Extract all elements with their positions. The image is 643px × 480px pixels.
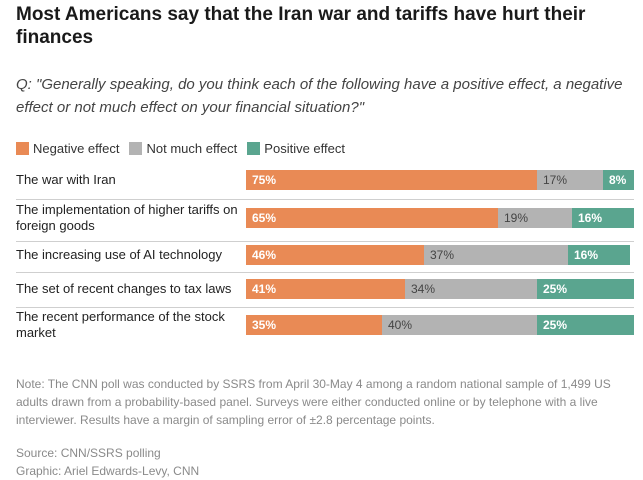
bar-segment-negative xyxy=(246,208,498,228)
data-label-negative: 41% xyxy=(252,282,277,296)
legend-item-not-much: Not much effect xyxy=(129,141,237,156)
data-label-positive: 16% xyxy=(578,211,603,225)
data-label-negative: 75% xyxy=(252,173,277,187)
bar-segment-negative xyxy=(246,170,537,190)
bar-segment-positive xyxy=(572,208,634,228)
category-label: The recent performance of the stock mark… xyxy=(16,309,225,340)
data-label-negative: 65% xyxy=(252,211,277,225)
data-label-not-much: 37% xyxy=(430,248,455,262)
legend: Negative effect Not much effect Positive… xyxy=(16,139,355,157)
bar-segment-not-much xyxy=(405,279,537,299)
bar-segment-not-much xyxy=(382,315,537,335)
data-label-positive: 25% xyxy=(543,282,568,296)
bar-segment-not-much xyxy=(498,208,572,228)
data-label-positive: 8% xyxy=(609,173,627,187)
survey-question: Q: "Generally speaking, do you think eac… xyxy=(16,76,623,116)
bar-segment-negative xyxy=(246,315,382,335)
legend-item-negative: Negative effect xyxy=(16,141,119,156)
bar-segment-not-much xyxy=(424,245,568,265)
legend-swatch-positive xyxy=(247,141,261,155)
legend-label-positive: Positive effect xyxy=(264,140,345,156)
data-label-not-much: 19% xyxy=(504,211,529,225)
data-label-not-much: 34% xyxy=(411,282,436,296)
bar-segment-positive xyxy=(568,245,630,265)
row-divider xyxy=(16,241,634,242)
methodology-note: Note: The CNN poll was conducted by SSRS… xyxy=(16,377,611,427)
category-label: The set of recent changes to tax laws xyxy=(16,281,232,296)
legend-label-not-much: Not much effect xyxy=(146,140,238,156)
data-label-negative: 35% xyxy=(252,318,277,332)
data-label-not-much: 17% xyxy=(543,173,568,187)
bar-segment-positive xyxy=(603,170,634,190)
bar-segment-positive xyxy=(537,279,634,299)
legend-label-negative: Negative effect xyxy=(33,140,120,156)
row-divider xyxy=(16,272,634,273)
bar-segment-not-much xyxy=(537,170,603,190)
data-label-negative: 46% xyxy=(252,248,277,262)
row-divider xyxy=(16,307,634,308)
source-line: Source: CNN/SSRS polling xyxy=(16,446,161,460)
legend-swatch-not-much xyxy=(129,141,143,155)
graphic-credit-line: Graphic: Ariel Edwards-Levy, CNN xyxy=(16,464,200,478)
bar-segment-positive xyxy=(537,315,634,335)
legend-item-positive: Positive effect xyxy=(247,141,345,156)
row-divider xyxy=(16,199,634,200)
bar-segment-negative xyxy=(246,245,424,265)
chart-title: Most Americans say that the Iran war and… xyxy=(16,4,586,48)
category-label: The war with Iran xyxy=(16,172,116,187)
category-label: The implementation of higher tariffs on … xyxy=(16,202,238,233)
source-credit: Source: CNN/SSRS polling Graphic: Ariel … xyxy=(16,444,631,480)
bar-segment-negative xyxy=(246,279,405,299)
data-label-not-much: 40% xyxy=(388,318,413,332)
category-label: The increasing use of AI technology xyxy=(16,247,222,262)
data-label-positive: 16% xyxy=(574,248,599,262)
data-label-positive: 25% xyxy=(543,318,568,332)
legend-swatch-negative xyxy=(16,141,29,155)
